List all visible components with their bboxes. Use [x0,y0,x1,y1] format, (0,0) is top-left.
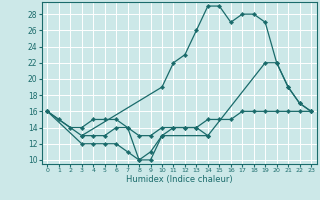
X-axis label: Humidex (Indice chaleur): Humidex (Indice chaleur) [126,175,233,184]
